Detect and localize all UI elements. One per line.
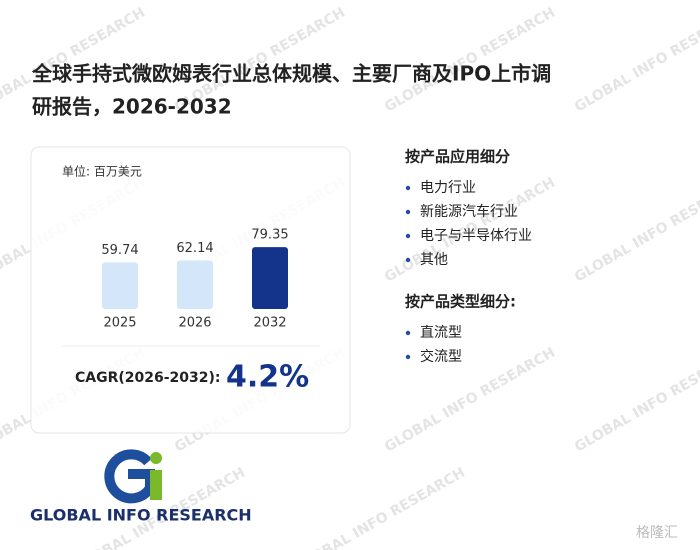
cagr-value: 4.2% [226,360,309,395]
list-item: 电力行业 [420,180,476,196]
category-label: 2025 [103,316,136,331]
title-line: 全球手持式微欧姆表行业总体规模、主要厂商及IPO上市调 [31,62,551,86]
list-item: 新能源汽车行业 [420,203,518,220]
value-label: 59.74 [101,243,138,258]
section-heading: 按产品应用细分 [405,148,510,166]
cagr-label: CAGR(2026-2032): [75,370,221,386]
bar [102,262,138,309]
title-line: 研报告，2026-2032 [32,95,232,119]
list-item: 其他 [420,252,448,268]
watermark: GLOBAL INFO RESEARCH [292,465,468,550]
category-label: 2026 [178,316,211,331]
corner-mark: 格隆汇 [636,525,678,541]
logo-icon [104,449,162,504]
list-item: 交流型 [420,348,462,365]
list-item: 电子与半导体行业 [420,228,532,244]
bar-chart: 59.74 2025 62.14 2026 79.35 2032 [101,228,288,331]
bar [252,247,288,309]
section-heading: 按产品类型细分: [405,293,516,311]
bullet [405,257,411,263]
logo-text: GLOBAL INFO RESEARCH [30,506,252,525]
bullet [405,233,411,239]
value-label: 62.14 [176,241,213,256]
bullet [405,330,411,336]
category-label: 2032 [253,316,286,331]
bullet [405,209,411,215]
watermark: GLOBAL INFO RESEARCH [382,345,558,456]
bullet [405,354,411,360]
watermark: GLOBAL INFO RESEARCH [572,175,700,286]
bar [177,260,213,309]
bullet [405,185,411,191]
watermark: GLOBAL INFO RESEARCH [572,345,700,456]
value-label: 79.35 [251,228,288,243]
watermark: GLOBAL INFO RESEARCH [382,5,558,116]
watermark: GLOBAL INFO RESEARCH [572,5,700,116]
unit-label: 单位: 百万美元 [62,164,142,179]
list-item: 直流型 [420,324,462,341]
